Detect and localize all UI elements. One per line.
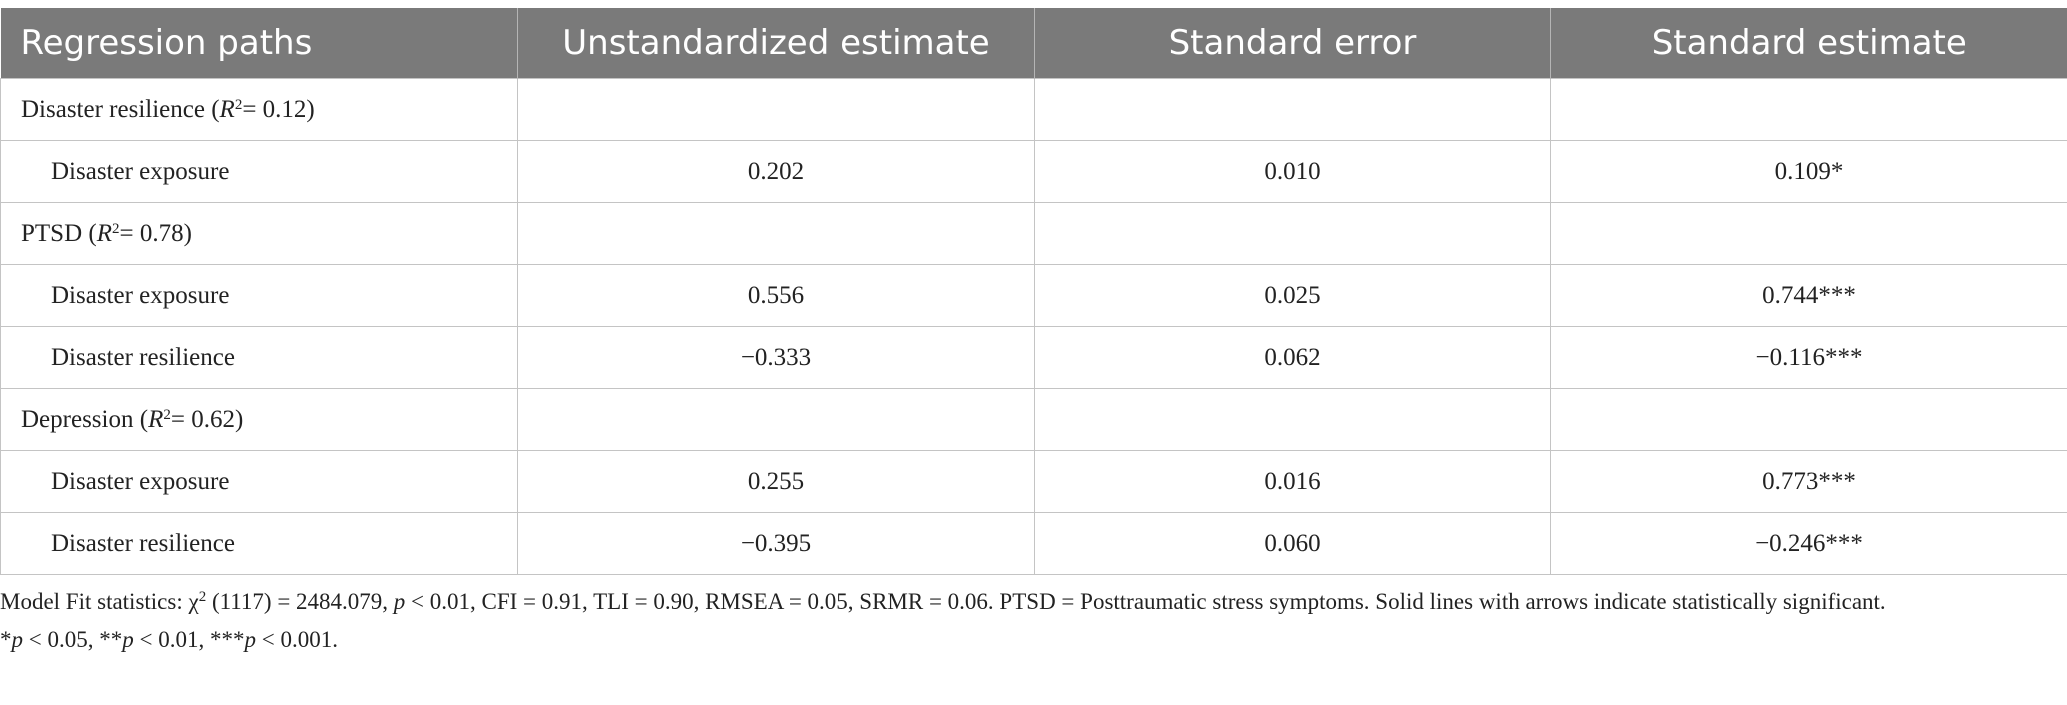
model-fit-note: Model Fit statistics: χ2 (1117) = 2484.0… xyxy=(0,583,2030,621)
empty-cell xyxy=(517,202,1035,265)
sig-star-1: * xyxy=(0,627,12,652)
fit-prefix: Model Fit statistics: χ xyxy=(0,589,199,614)
standard-estimate-value: −0.246*** xyxy=(1550,512,2067,575)
empty-cell xyxy=(1034,78,1551,141)
r2-superscript: 2 xyxy=(234,96,243,113)
path-label: Disaster resilience xyxy=(0,326,518,389)
group-label: Disaster resilience (R2= 0.12) xyxy=(0,78,518,141)
r2-value: = 0.78 xyxy=(119,219,184,247)
empty-cell xyxy=(517,388,1035,451)
sig-threshold-2: < 0.01, *** xyxy=(133,627,245,652)
group-label: PTSD (R2= 0.78) xyxy=(0,202,518,265)
standard-error-value: 0.060 xyxy=(1034,512,1551,575)
regression-table: Regression paths Unstandardized estimate… xyxy=(0,8,2067,575)
header-regression-paths: Regression paths xyxy=(0,8,518,79)
group-name: PTSD xyxy=(21,219,83,247)
fit-degrees: (1117) = 2484.079, xyxy=(206,589,394,614)
path-label: Disaster exposure xyxy=(0,450,518,513)
p-symbol: p xyxy=(244,627,256,652)
empty-cell xyxy=(1550,202,2067,265)
unstandardized-value: 0.255 xyxy=(517,450,1035,513)
standard-estimate-value: 0.109* xyxy=(1550,140,2067,203)
chi-square-superscript: 2 xyxy=(198,588,207,605)
standard-error-value: 0.016 xyxy=(1034,450,1551,513)
sig-threshold-3: < 0.001. xyxy=(255,627,338,652)
unstandardized-value: 0.202 xyxy=(517,140,1035,203)
empty-cell xyxy=(1034,388,1551,451)
standard-error-value: 0.010 xyxy=(1034,140,1551,203)
group-row-ptsd: PTSD (R2= 0.78) xyxy=(0,202,2067,265)
empty-cell xyxy=(1550,78,2067,141)
sig-threshold-1: < 0.05, ** xyxy=(23,627,123,652)
header-row: Regression paths Unstandardized estimate… xyxy=(0,8,2067,79)
path-label: Disaster resilience xyxy=(0,512,518,575)
path-label: Disaster exposure xyxy=(0,264,518,327)
r2-superscript: 2 xyxy=(163,406,171,423)
header-standard-estimate: Standard estimate xyxy=(1550,8,2067,79)
unstandardized-value: 0.556 xyxy=(517,264,1035,327)
r2-value: = 0.12 xyxy=(242,95,307,123)
standard-estimate-value: 0.773*** xyxy=(1550,450,2067,513)
unstandardized-value: −0.333 xyxy=(517,326,1035,389)
group-name: Depression xyxy=(21,405,134,433)
significance-note: *p < 0.05, **p < 0.01, ***p < 0.001. xyxy=(0,621,2030,659)
standard-error-value: 0.062 xyxy=(1034,326,1551,389)
r2-symbol: R xyxy=(219,95,235,123)
group-row-disaster-resilience: Disaster resilience (R2= 0.12) xyxy=(0,78,2067,141)
standard-estimate-value: −0.116*** xyxy=(1550,326,2067,389)
table-row: Disaster exposure 0.202 0.010 0.109* xyxy=(0,140,2067,203)
empty-cell xyxy=(517,78,1035,141)
group-row-depression: Depression (R2= 0.62) xyxy=(0,388,2067,451)
r2-symbol: R xyxy=(96,219,112,247)
header-standard-error: Standard error xyxy=(1034,8,1551,79)
r2-value: = 0.62 xyxy=(170,405,235,433)
p-symbol: p xyxy=(122,627,134,652)
p-symbol: p xyxy=(393,589,406,614)
standard-estimate-value: 0.744*** xyxy=(1550,264,2067,327)
r2-superscript: 2 xyxy=(112,220,120,237)
p-symbol: p xyxy=(11,627,24,652)
empty-cell xyxy=(1034,202,1551,265)
group-name: Disaster resilience xyxy=(21,95,205,123)
table-row: Disaster exposure 0.255 0.016 0.773*** xyxy=(0,450,2067,513)
standard-error-value: 0.025 xyxy=(1034,264,1551,327)
table-row: Disaster resilience −0.395 0.060 −0.246*… xyxy=(0,512,2067,575)
path-label: Disaster exposure xyxy=(0,140,518,203)
table-notes: Model Fit statistics: χ2 (1117) = 2484.0… xyxy=(0,583,2030,659)
table-row: Disaster exposure 0.556 0.025 0.744*** xyxy=(0,264,2067,327)
header-unstandardized-estimate: Unstandardized estimate xyxy=(517,8,1035,79)
empty-cell xyxy=(1550,388,2067,451)
r2-symbol: R xyxy=(148,405,164,433)
table-row: Disaster resilience −0.333 0.062 −0.116*… xyxy=(0,326,2067,389)
unstandardized-value: −0.395 xyxy=(517,512,1035,575)
group-label: Depression (R2= 0.62) xyxy=(0,388,518,451)
fit-rest: < 0.01, CFI = 0.91, TLI = 0.90, RMSEA = … xyxy=(405,589,1886,614)
